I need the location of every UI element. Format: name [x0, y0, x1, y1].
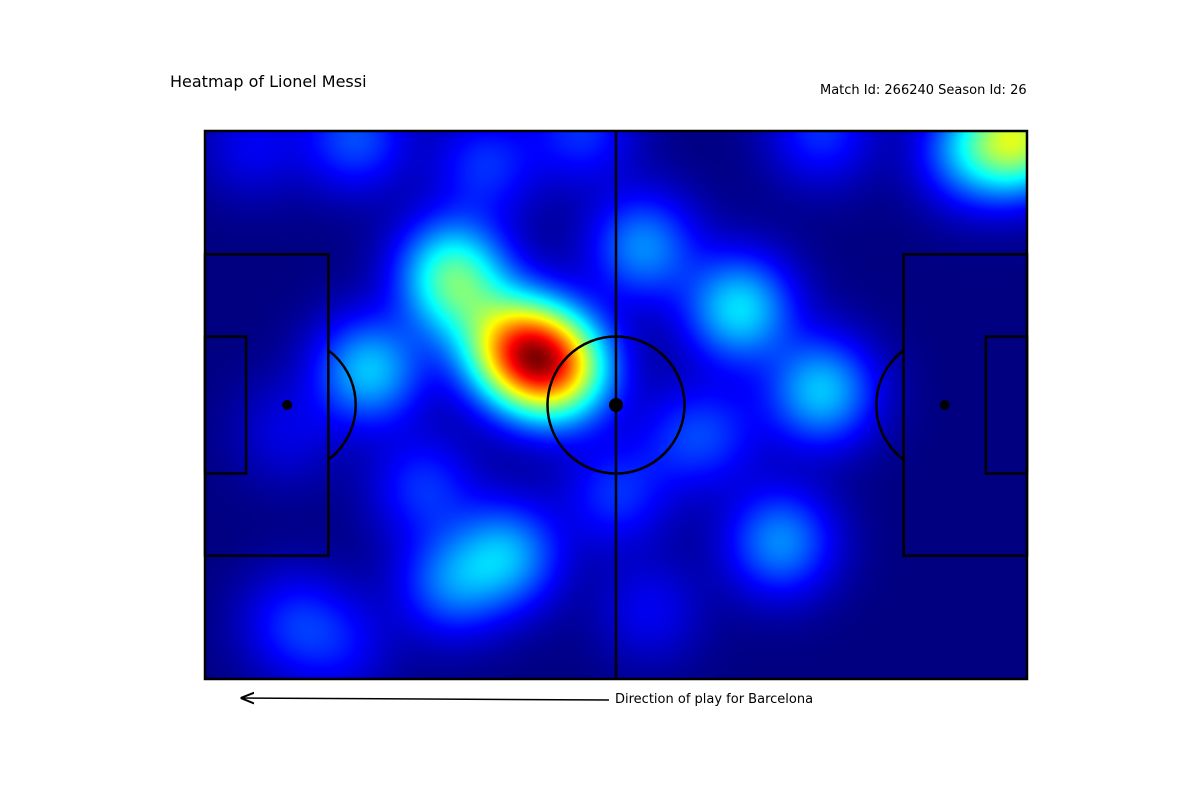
direction-of-play-label: Direction of play for Barcelona [615, 692, 814, 707]
left-penalty-arc [327, 349, 357, 461]
right-six-yard-box [984, 335, 1029, 475]
chart-title: Heatmap of Lionel Messi [170, 72, 367, 91]
left-penalty-spot [282, 400, 293, 410]
left-penalty-box [203, 253, 330, 557]
center-circle [546, 335, 686, 475]
center-spot [609, 398, 623, 412]
right-penalty-spot [939, 400, 950, 410]
right-penalty-arc [875, 349, 905, 461]
right-penalty-box [902, 253, 1029, 557]
direction-arrow [242, 698, 610, 700]
left-six-yard-box [203, 335, 248, 475]
match-info-text: Match Id: 266240 Season Id: 26 [820, 83, 1027, 98]
